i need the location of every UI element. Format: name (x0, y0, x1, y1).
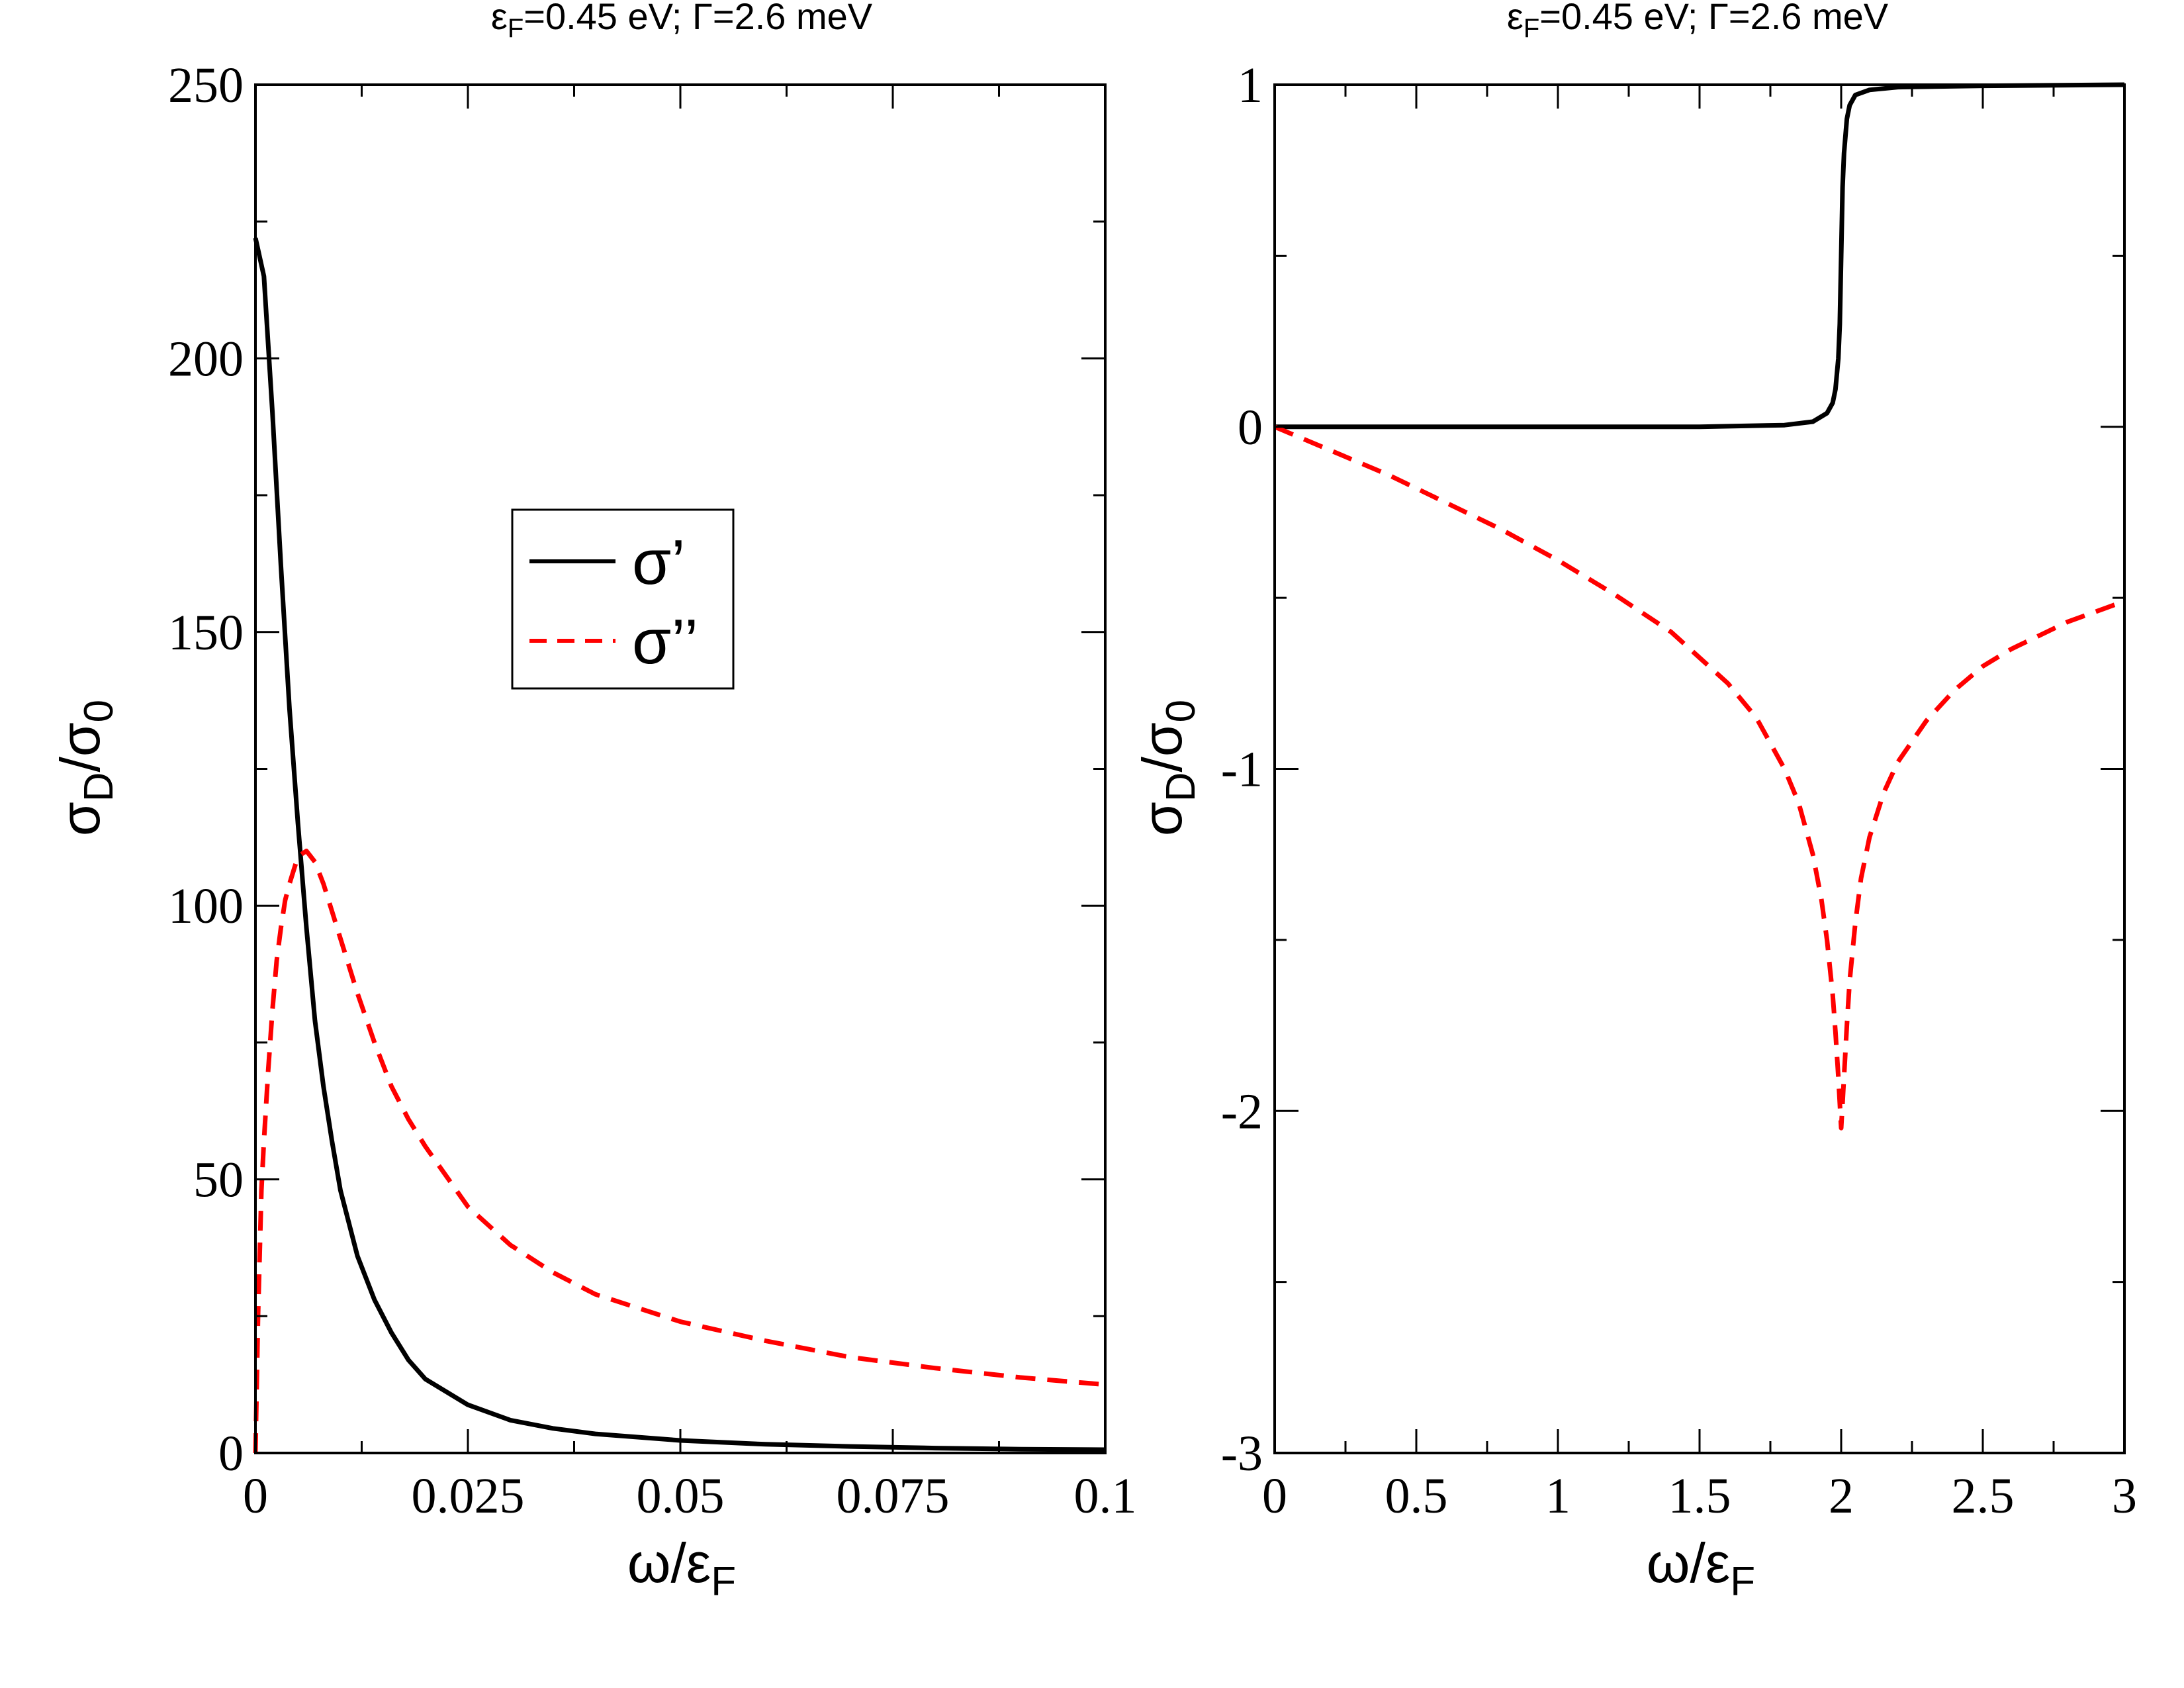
x-tick-label: 0 (1262, 1468, 1287, 1524)
right-chart-panel: εF=0.45 eV; Γ=2.6 meV 0 0.5 1 1.5 2 2.5 3 -3 -2 -… (1131, 0, 2137, 1605)
y-tick-label: 50 (193, 1152, 244, 1208)
right-axis-ticks (1273, 83, 2126, 1454)
legend-label-sigma-real: σ’ (632, 527, 686, 598)
x-tick-label: 3 (2112, 1468, 2137, 1524)
right-plot-lines (1273, 82, 2126, 1131)
y-tick-label: 200 (168, 331, 244, 387)
x-tick-label: 0.075 (837, 1468, 950, 1524)
sigma-real-series-line (1275, 82, 2125, 430)
x-tick-label: 0.1 (1074, 1468, 1137, 1524)
y-tick-label: 250 (168, 58, 244, 113)
x-tick-label: 2 (1829, 1468, 1854, 1524)
y-tick-label: 0 (218, 1426, 244, 1481)
x-tick-label: 1.5 (1668, 1468, 1731, 1524)
sigma-real-series-line (253, 237, 1106, 1452)
x-tick-label: 0.05 (637, 1468, 725, 1524)
legend-label-sigma-imag: σ’’ (632, 606, 698, 677)
x-tick-label: 0.5 (1385, 1468, 1448, 1524)
sigma-imag-series-line (253, 849, 1106, 1454)
x-tick-label: 2.5 (1952, 1468, 2015, 1524)
y-tick-label: -3 (1221, 1426, 1263, 1481)
left-axis-ticks (254, 83, 1107, 1454)
legend: σ’ σ’’ (511, 508, 735, 690)
right-y-axis-label: σD/σ0 (1131, 700, 1204, 836)
right-plot-frame (1273, 83, 2126, 1454)
y-tick-label: 1 (1238, 58, 1263, 113)
right-chart-title: εF=0.45 eV; Γ=2.6 meV (1507, 0, 1889, 43)
left-chart-panel: εF=0.45 eV; Γ=2.6 meV 0 0.025 0.05 0.075 0.1… (49, 0, 1137, 1605)
left-plot-frame (254, 83, 1107, 1454)
x-tick-label: 0.025 (412, 1468, 525, 1524)
left-tick-labels: 0 0.025 0.05 0.075 0.1 0 50 100 150 200 250 (168, 58, 1137, 1524)
right-tick-labels: 0 0.5 1 1.5 2 2.5 3 -3 -2 -1 0 1 (1221, 58, 2137, 1524)
sigma-imag-series-line (1273, 424, 2126, 1131)
y-tick-label: 100 (168, 878, 244, 934)
left-plot-lines (253, 237, 1106, 1454)
right-x-axis-label: ω/εF (1647, 1532, 1755, 1605)
y-tick-label: -1 (1221, 742, 1263, 798)
x-tick-label: 0 (243, 1468, 268, 1524)
y-tick-label: -2 (1221, 1084, 1263, 1139)
left-x-axis-label: ω/εF (627, 1532, 736, 1605)
x-tick-label: 1 (1545, 1468, 1570, 1524)
y-tick-label: 0 (1238, 400, 1263, 455)
left-chart-title: εF=0.45 eV; Γ=2.6 meV (491, 0, 873, 43)
left-y-axis-label: σD/σ0 (49, 700, 122, 836)
legend-box (511, 508, 735, 690)
y-tick-label: 150 (168, 605, 244, 661)
